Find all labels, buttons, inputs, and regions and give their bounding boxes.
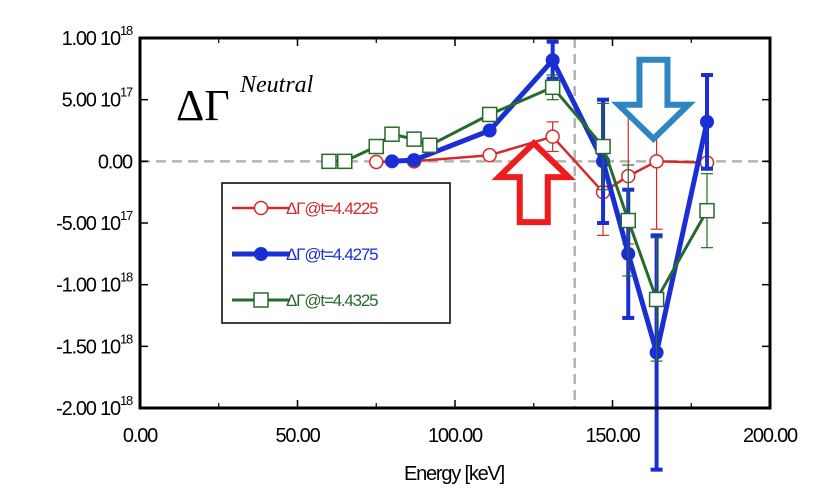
legend-item: ΔΓ@t=4.4325 xyxy=(232,291,379,310)
data-point xyxy=(700,114,714,129)
y-tick-label: 0.00 xyxy=(98,151,133,173)
y-tick-label: -1.50 1018 xyxy=(56,331,133,358)
data-point xyxy=(337,153,353,170)
data-point xyxy=(481,106,498,123)
data-point xyxy=(368,138,384,155)
series-layer xyxy=(321,39,715,472)
chart-title-superscript: Neutral xyxy=(239,72,314,98)
grid-layer xyxy=(140,38,770,408)
legend-item: ΔΓ@t=4.4275 xyxy=(232,245,379,264)
data-point xyxy=(407,153,422,168)
data-point xyxy=(406,131,422,147)
chart-title: ΔΓ Neutral xyxy=(176,72,314,130)
y-tick-label: 1.00 1018 xyxy=(62,23,133,50)
legend-swatch-marker xyxy=(254,247,268,261)
data-point xyxy=(369,154,384,170)
data-point xyxy=(321,153,337,170)
series-3 xyxy=(321,74,715,362)
data-point xyxy=(648,291,665,308)
legend-swatch-marker xyxy=(253,200,269,216)
y-tick-label: -1.00 1018 xyxy=(56,270,133,297)
data-point xyxy=(595,138,611,155)
legend-label: ΔΓ@t=4.4325 xyxy=(286,291,378,310)
down-arrow xyxy=(611,56,696,143)
data-point xyxy=(699,202,715,219)
annotation-layer xyxy=(491,56,696,226)
y-tick-label: 5.00 1017 xyxy=(62,85,133,112)
y-tick-label: -5.00 1017 xyxy=(56,208,133,235)
data-point xyxy=(422,137,438,154)
legend-label: ΔΓ@t=4.4275 xyxy=(286,245,378,264)
series-line xyxy=(391,57,710,355)
data-point xyxy=(545,129,560,144)
data-point xyxy=(649,154,664,169)
legend: ΔΓ@t=4.4225 ΔΓ@t=4.4275 ΔΓ@t=4.4325 xyxy=(221,182,451,324)
data-point xyxy=(545,53,560,68)
legend-item: ΔΓ@t=4.4225 xyxy=(232,199,379,218)
up-arrow xyxy=(491,138,577,226)
legend-label: ΔΓ@t=4.4225 xyxy=(286,199,378,218)
data-point xyxy=(620,212,636,229)
data-point xyxy=(482,147,497,163)
x-tick-label: 50.00 xyxy=(275,425,320,447)
x-tick-label: 200.00 xyxy=(743,425,798,447)
x-tick-label: 100.00 xyxy=(428,425,483,447)
data-point xyxy=(544,79,561,96)
chart-title-main: ΔΓ xyxy=(176,81,230,130)
data-point xyxy=(482,123,497,138)
x-tick-label: 0.00 xyxy=(123,425,158,447)
y-tick-label: -2.00 1018 xyxy=(56,393,133,420)
x-tick-label: 150.00 xyxy=(586,425,641,447)
data-point xyxy=(384,126,400,142)
x-axis-label: Energy [keV] xyxy=(404,463,505,485)
tick-layer: 0.00 50.00 100.00 150.00 200.00 1.00 1018 5.00… xyxy=(56,23,799,447)
data-point xyxy=(385,154,399,169)
legend-swatch-marker xyxy=(253,292,269,308)
